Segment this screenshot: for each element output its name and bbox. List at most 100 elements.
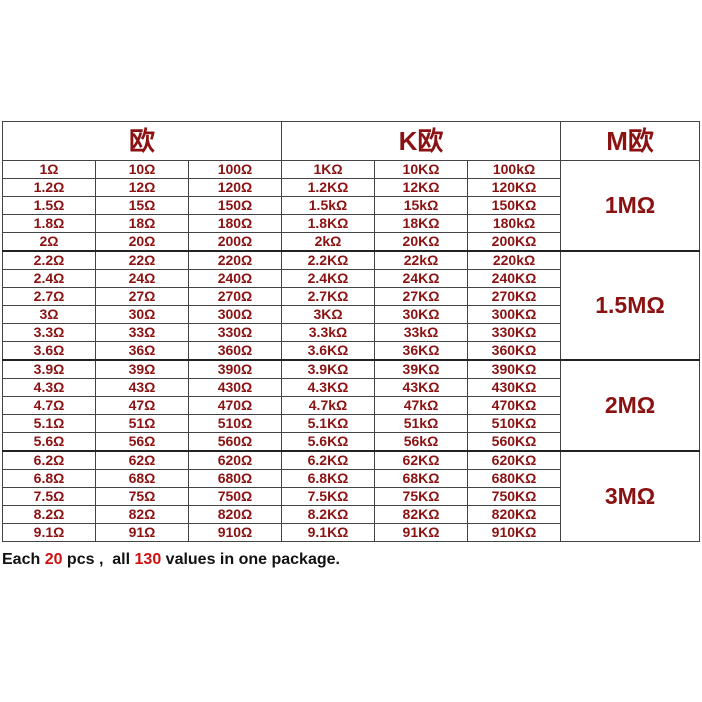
value-cell: 4.3Ω: [2, 378, 96, 397]
data-row: 3.9Ω 39Ω 390Ω 3.9KΩ 39KΩ 390KΩ 2MΩ: [2, 359, 701, 452]
value-cell: 18KΩ: [374, 214, 469, 233]
data-row: 1Ω 10Ω 100Ω 1KΩ 10KΩ 100kΩ 1MΩ: [2, 160, 701, 252]
value-cell: 1.2Ω: [2, 178, 96, 197]
value-cell: 200KΩ: [467, 232, 562, 252]
value-cell: 100kΩ: [467, 160, 562, 179]
value-cell: 51Ω: [95, 414, 189, 433]
value-cell: 4.7kΩ: [281, 396, 376, 415]
value-cell: 1.5Ω: [2, 196, 96, 215]
value-cell: 27Ω: [95, 287, 189, 306]
value-cell: 43KΩ: [374, 378, 469, 397]
value-cell: 1Ω: [2, 160, 96, 179]
value-cell: 3.9Ω: [2, 359, 96, 379]
value-cell: 750Ω: [187, 487, 283, 506]
value-cell: 15kΩ: [374, 196, 469, 215]
resistor-table: 欧 K欧 M欧 1Ω 10Ω 100Ω 1KΩ 10KΩ 100kΩ 1MΩ 1.2Ω 12Ω 120Ω…: [1, 121, 701, 542]
value-cell: 10KΩ: [374, 160, 469, 179]
value-cell: 180Ω: [187, 214, 283, 233]
footer-text: 130: [134, 551, 162, 568]
value-cell: 560KΩ: [467, 432, 562, 452]
value-cell: 180kΩ: [467, 214, 562, 233]
value-cell: 680KΩ: [467, 469, 562, 488]
value-cell: 5.1Ω: [2, 414, 96, 433]
value-cell: 56kΩ: [374, 432, 469, 452]
value-cell: 3.6KΩ: [281, 341, 376, 361]
value-cell: 1.8KΩ: [281, 214, 376, 233]
value-cell: 2.2Ω: [2, 250, 96, 270]
header-cell: 欧: [1, 121, 283, 161]
data-row: 2.2Ω 22Ω 220Ω 2.2KΩ 22kΩ 220kΩ 1.5MΩ: [2, 250, 701, 361]
value-cell: 6.8Ω: [2, 469, 96, 488]
value-cell: 120Ω: [187, 178, 283, 197]
value-cell: 6.2KΩ: [281, 450, 376, 470]
value-cell: 910KΩ: [467, 523, 562, 542]
header-row: 欧 K欧 M欧: [1, 121, 701, 161]
value-cell: 24Ω: [95, 269, 189, 288]
value-cell: 24KΩ: [374, 269, 469, 288]
data-row: 7.5Ω 75Ω 750Ω 7.5KΩ 75KΩ 750KΩ: [2, 487, 700, 506]
value-cell: 430KΩ: [467, 378, 562, 397]
value-cell: 2.4Ω: [2, 269, 96, 288]
value-cell: 300KΩ: [467, 305, 562, 324]
value-cell: 6.8KΩ: [281, 469, 376, 488]
value-cell: 4.7Ω: [2, 396, 96, 415]
value-cell: 91KΩ: [374, 523, 469, 542]
value-cell: 510KΩ: [467, 414, 562, 433]
value-cell: 2.7KΩ: [281, 287, 376, 306]
mega-cell: 1.5MΩ: [560, 250, 701, 361]
value-cell: 51kΩ: [374, 414, 469, 433]
value-cell: 240Ω: [187, 269, 283, 288]
value-cell: 91Ω: [95, 523, 189, 542]
value-cell: 220kΩ: [467, 250, 562, 270]
value-cell: 56Ω: [95, 432, 189, 452]
value-cell: 360Ω: [187, 341, 283, 361]
data-row: 1.2Ω 12Ω 120Ω 1.2KΩ 12KΩ 120KΩ: [2, 178, 700, 197]
value-cell: 9.1KΩ: [281, 523, 376, 542]
value-cell: 18Ω: [95, 214, 189, 233]
value-cell: 1.2KΩ: [281, 178, 376, 197]
value-cell: 1.5kΩ: [281, 196, 376, 215]
value-cell: 7.5Ω: [2, 487, 96, 506]
data-row: 5.1Ω 51Ω 510Ω 5.1KΩ 51kΩ 510KΩ: [2, 414, 700, 433]
value-cell: 12KΩ: [374, 178, 469, 197]
value-cell: 430Ω: [187, 378, 283, 397]
value-cell: 5.6Ω: [2, 432, 96, 452]
value-cell: 8.2Ω: [2, 505, 96, 524]
value-cell: 30Ω: [95, 305, 189, 324]
data-row: 9.1Ω 91Ω 910Ω 9.1KΩ 91KΩ 910KΩ: [2, 523, 700, 542]
value-cell: 390KΩ: [467, 359, 562, 379]
value-cell: 330Ω: [187, 323, 283, 342]
value-cell: 68KΩ: [374, 469, 469, 488]
value-cell: 62KΩ: [374, 450, 469, 470]
header-cell: M欧: [560, 121, 701, 161]
value-cell: 3Ω: [2, 305, 96, 324]
value-cell: 36Ω: [95, 341, 189, 361]
value-cell: 750KΩ: [467, 487, 562, 506]
value-cell: 3.3kΩ: [281, 323, 376, 342]
value-cell: 75KΩ: [374, 487, 469, 506]
data-row: 1.8Ω 18Ω 180Ω 1.8KΩ 18KΩ 180kΩ: [2, 214, 700, 233]
value-cell: 360KΩ: [467, 341, 562, 361]
footer-text: Each: [2, 551, 45, 568]
value-cell: 620Ω: [187, 450, 283, 470]
value-cell: 270KΩ: [467, 287, 562, 306]
value-cell: 470KΩ: [467, 396, 562, 415]
footer-text: pcs , all: [62, 551, 135, 568]
value-cell: 2.4KΩ: [281, 269, 376, 288]
value-cell: 3.3Ω: [2, 323, 96, 342]
value-cell: 47Ω: [95, 396, 189, 415]
value-cell: 75Ω: [95, 487, 189, 506]
value-cell: 10Ω: [95, 160, 189, 179]
value-cell: 39KΩ: [374, 359, 469, 379]
value-cell: 330KΩ: [467, 323, 562, 342]
value-cell: 2Ω: [2, 232, 96, 252]
value-cell: 3.9KΩ: [281, 359, 376, 379]
mega-cell: 2MΩ: [560, 359, 701, 452]
value-cell: 43Ω: [95, 378, 189, 397]
value-cell: 39Ω: [95, 359, 189, 379]
value-cell: 820KΩ: [467, 505, 562, 524]
data-row: 3.3Ω 33Ω 330Ω 3.3kΩ 33kΩ 330KΩ: [2, 323, 700, 342]
value-cell: 27KΩ: [374, 287, 469, 306]
value-cell: 5.6KΩ: [281, 432, 376, 452]
